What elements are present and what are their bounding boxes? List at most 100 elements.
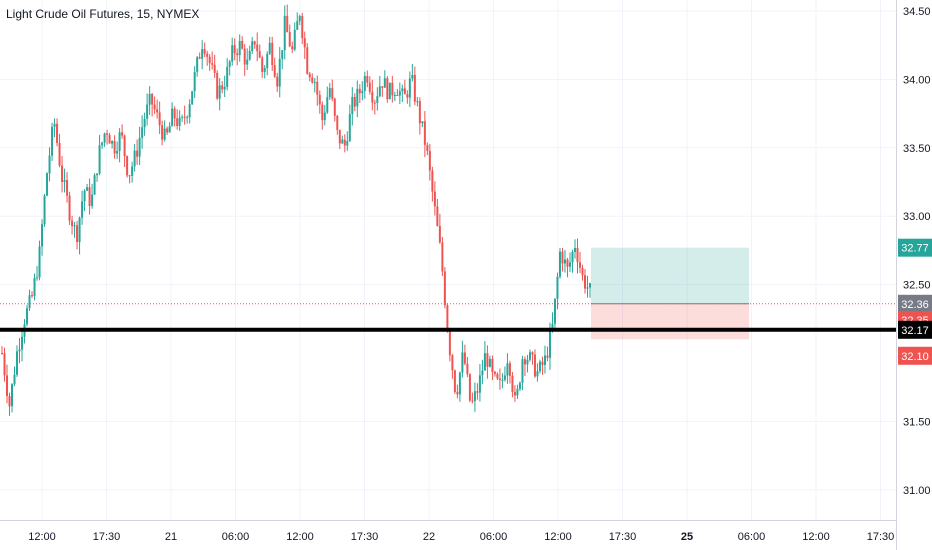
candle-body <box>153 104 156 110</box>
candle-body <box>98 145 101 174</box>
candle-body <box>403 88 406 95</box>
candle-body <box>343 139 346 146</box>
candle-body <box>443 271 446 306</box>
candle-body <box>278 58 281 87</box>
candle-body <box>346 140 349 146</box>
candle-body <box>421 121 424 124</box>
y-tick-label: 31.50 <box>903 416 931 428</box>
candle-body <box>436 206 439 226</box>
candle-body <box>311 77 314 83</box>
candle-body <box>221 85 224 90</box>
candle-body <box>323 112 326 121</box>
candle-body <box>136 150 139 157</box>
candle-body <box>293 29 296 50</box>
candle-body <box>223 87 226 90</box>
candle-body <box>463 352 466 364</box>
candle-body <box>356 88 359 107</box>
candle-body <box>321 104 324 121</box>
candle-body <box>313 81 316 83</box>
target-badge-label: 32.77 <box>901 243 929 255</box>
candle-body <box>481 370 484 376</box>
candle-body <box>501 379 504 381</box>
candle-body <box>291 46 294 50</box>
x-tick-label: 12:00 <box>28 531 56 543</box>
candle-body <box>341 139 344 144</box>
candle-body <box>233 45 236 54</box>
candle-body <box>478 375 481 393</box>
candle-body <box>338 129 341 144</box>
candle-body <box>533 354 536 377</box>
candle-body <box>203 49 206 54</box>
candle-body <box>408 78 411 98</box>
candle-body <box>196 57 199 72</box>
y-tick-label: 32.50 <box>903 280 931 292</box>
candle-body <box>521 359 524 383</box>
candle-body <box>31 295 34 297</box>
candle-body <box>123 135 126 157</box>
candle-body <box>178 117 181 126</box>
candle-body <box>88 187 91 206</box>
stop-zone[interactable] <box>591 303 749 340</box>
candle-body <box>121 132 124 136</box>
candle-body <box>151 93 154 105</box>
candle-body <box>13 374 16 385</box>
candle-body <box>41 224 44 247</box>
candle-body <box>406 94 409 98</box>
candle-body <box>48 155 51 174</box>
candle-body <box>86 187 89 191</box>
candle-body <box>516 388 519 396</box>
candle-body <box>523 359 526 365</box>
candle-body <box>568 262 571 267</box>
candle-body <box>396 95 399 97</box>
candle-body <box>388 82 391 100</box>
candle-body <box>398 91 401 96</box>
candle-body <box>358 88 361 94</box>
candle-body <box>58 143 61 166</box>
candle-body <box>266 53 269 69</box>
candle-body <box>186 117 189 119</box>
candle-body <box>526 359 529 365</box>
candle-body <box>476 391 479 393</box>
candle-body <box>8 396 11 407</box>
candle-body <box>116 150 119 154</box>
candle-body <box>461 352 464 373</box>
candle-body <box>248 51 251 60</box>
candle-body <box>176 118 179 126</box>
candle-body <box>193 71 196 92</box>
candle-body <box>78 217 81 243</box>
candle-body <box>426 144 429 151</box>
candle-body <box>173 108 176 119</box>
candle-body <box>156 109 159 113</box>
candle-body <box>411 74 414 79</box>
candle-body <box>218 85 221 99</box>
candle-body <box>141 127 144 138</box>
candle-body <box>418 101 421 124</box>
candle-body <box>273 65 276 77</box>
candle-body <box>353 96 356 107</box>
candle-body <box>146 104 149 119</box>
candle-body <box>188 104 191 118</box>
x-tick-label: 06:00 <box>738 531 766 543</box>
candle-body <box>106 133 109 135</box>
candle-body <box>456 391 459 395</box>
stop-badge <box>898 346 932 365</box>
candle-body <box>133 150 136 167</box>
target-zone[interactable] <box>591 247 749 304</box>
x-tick-label: 17:30 <box>867 531 895 543</box>
candle-body <box>576 248 579 263</box>
grid-layer <box>0 0 896 520</box>
candle-body <box>318 94 321 105</box>
candle-body <box>56 123 59 144</box>
candle-body <box>288 32 291 47</box>
candle-body <box>448 331 451 356</box>
candle-body <box>556 276 559 299</box>
candle-body <box>326 97 329 113</box>
candle-body <box>561 251 564 264</box>
candle-body <box>66 180 69 196</box>
candle-body <box>33 277 36 297</box>
candle-body <box>548 330 551 358</box>
candle-body <box>51 126 54 156</box>
